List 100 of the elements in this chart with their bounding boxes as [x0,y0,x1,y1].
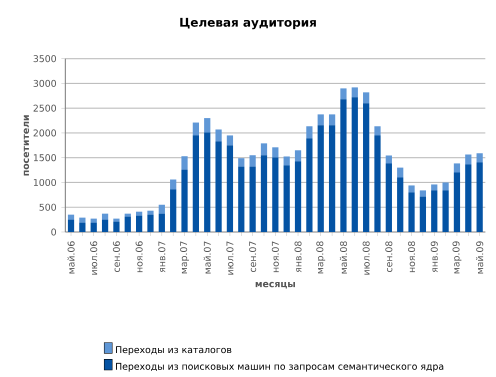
bar [340,88,347,100]
bar [136,216,142,232]
y-tick-label: 2500 [34,104,56,112]
bar [442,182,449,190]
bar [181,156,188,170]
x-axis-title: месяцы [256,282,295,288]
bar [420,196,426,232]
bar [408,185,415,192]
bar [476,162,483,232]
x-tick-label: май.09 [476,241,484,274]
bar [465,164,472,232]
bar [226,145,234,232]
bar [113,218,120,222]
x-tick-label: ноя.07 [272,241,279,272]
bar [68,220,74,232]
bar [318,125,324,232]
bar [147,210,154,215]
y-tick-label: 2000 [34,129,56,136]
x-tick-label: июл.07 [226,241,234,275]
x-tick-label: мар.07 [180,241,189,274]
bar [318,114,324,126]
y-tick-label: 3000 [34,80,56,87]
bar [397,178,404,232]
x-tick-label: ноя.06 [136,241,143,272]
bar [397,168,404,178]
bar [386,155,392,164]
bar [363,103,370,232]
bar [465,154,472,164]
y-tick-label: 1000 [34,178,56,186]
y-tick-label: 1500 [34,154,56,162]
bar [284,156,290,166]
x-tick-label: ноя.08 [408,241,416,272]
bar [215,129,222,142]
y-tick-label: 500 [40,204,56,211]
bar [272,157,278,232]
bar [408,192,415,232]
bar [272,147,278,158]
chart-title: Целевая аудитория [180,18,316,30]
x-tick-label: янв.09 [430,241,438,272]
bar [431,190,438,232]
bar [260,143,268,156]
bar [204,132,210,232]
x-tick-label: май.08 [340,241,348,274]
bar [442,190,449,232]
bar [352,97,358,232]
bar [170,179,176,190]
bar [374,126,381,136]
x-tick-label: сен.08 [385,241,392,272]
legend-label: Переходы из каталогов [116,346,232,355]
bar [192,135,199,232]
x-tick-label: мар.09 [452,241,462,274]
bar [68,214,74,220]
bar [284,165,290,232]
bar [158,204,165,214]
bar [192,122,199,136]
bar [136,212,142,216]
bar [250,166,256,232]
bar [431,184,438,190]
bar [238,158,244,167]
x-tick-label: сен.07 [249,241,256,272]
y-tick-label: 3500 [34,55,56,62]
bar [374,135,381,232]
bar [454,172,460,232]
x-tick-label: май.06 [67,241,75,274]
bar [340,99,347,232]
x-tick-label: янв.08 [294,241,302,272]
x-tick-label: июл.08 [362,241,370,275]
x-tick-label: янв.07 [158,241,166,272]
bar [352,87,358,98]
bar [328,114,336,126]
bar [215,141,222,232]
x-tick-label: май.07 [204,241,211,274]
bar [113,222,120,232]
bar [306,126,313,138]
y-tick-label: 0 [51,228,56,236]
bar [90,218,97,223]
bar [170,189,176,232]
bar [294,161,302,232]
bar [102,214,108,220]
bar [79,218,86,223]
bar [124,214,131,217]
bar [181,170,188,232]
bar [238,166,244,232]
legend-label: Переходы из поисковых машин по запросам семантического ядра [116,362,444,372]
bar [147,214,154,232]
bar [250,155,256,167]
bar [204,118,210,132]
bar [386,163,392,232]
bar [476,153,483,162]
x-tick-label: сен.06 [112,241,120,272]
bar [124,216,131,232]
bar [454,163,460,173]
bar [226,135,234,146]
x-tick-label: мар.08 [316,241,326,274]
bar [90,222,97,232]
bar [328,125,336,232]
y-axis-title: посетители [24,115,30,176]
bar [102,220,108,232]
bar [79,222,86,232]
bar [306,138,313,232]
